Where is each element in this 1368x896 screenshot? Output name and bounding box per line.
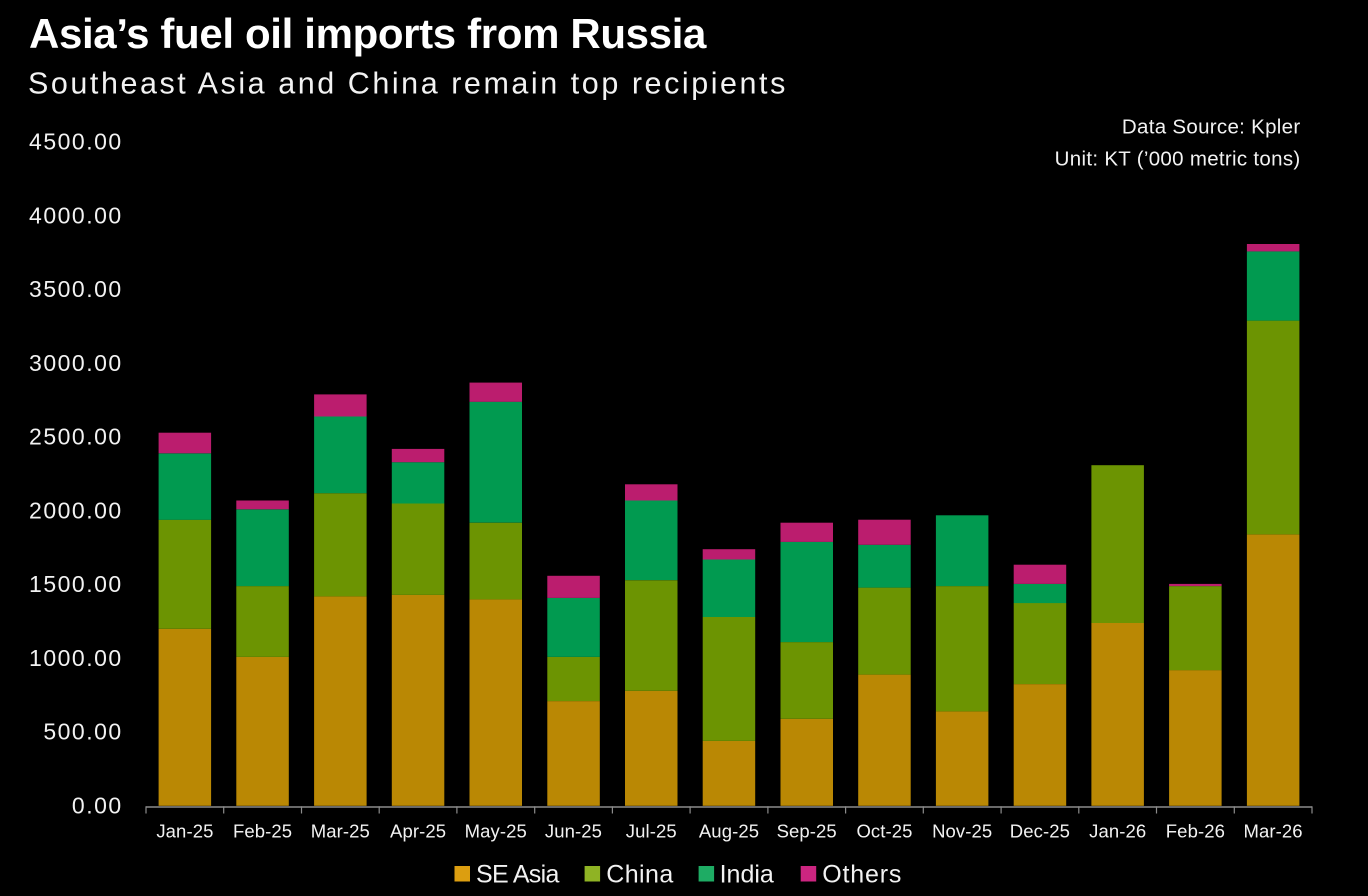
svg-text:Jul-25: Jul-25 [626,820,677,841]
svg-text:3500.00: 3500.00 [29,276,123,302]
svg-text:4000.00: 4000.00 [29,202,123,228]
svg-text:Southeast Asia and China remai: Southeast Asia and China remain top reci… [28,66,788,100]
svg-text:Feb-26: Feb-26 [1166,820,1225,841]
svg-text:Others: Others [822,860,902,888]
svg-text:Dec-25: Dec-25 [1010,820,1070,841]
svg-text:Data Source: Kpler: Data Source: Kpler [1122,115,1301,138]
svg-text:Mar-25: Mar-25 [311,820,370,841]
svg-text:Feb-25: Feb-25 [233,820,292,841]
svg-text:2000.00: 2000.00 [29,497,123,523]
svg-text:Nov-25: Nov-25 [932,820,992,841]
svg-text:Sep-25: Sep-25 [777,820,837,841]
svg-text:Mar-26: Mar-26 [1243,820,1302,841]
svg-text:3000.00: 3000.00 [29,350,123,376]
svg-text:Jan-25: Jan-25 [156,820,213,841]
svg-text:Asia’s fuel oil imports from R: Asia’s fuel oil imports from Russia [29,10,707,57]
svg-text:1500.00: 1500.00 [29,571,123,597]
svg-text:Oct-25: Oct-25 [856,820,912,841]
svg-text:2500.00: 2500.00 [29,424,123,450]
svg-text:500.00: 500.00 [43,719,122,745]
svg-text:0.00: 0.00 [72,792,123,818]
svg-text:SE Asia: SE Asia [476,860,559,888]
svg-text:Unit: KT (’000 metric tons): Unit: KT (’000 metric tons) [1055,147,1301,170]
svg-text:Jun-25: Jun-25 [545,820,602,841]
svg-text:Apr-25: Apr-25 [390,820,446,841]
svg-text:India: India [720,860,774,888]
svg-text:1000.00: 1000.00 [29,645,123,671]
svg-text:May-25: May-25 [465,820,527,841]
svg-text:China: China [606,860,673,888]
svg-text:4500.00: 4500.00 [29,129,123,155]
svg-text:Aug-25: Aug-25 [699,820,759,841]
svg-text:Jan-26: Jan-26 [1089,820,1146,841]
